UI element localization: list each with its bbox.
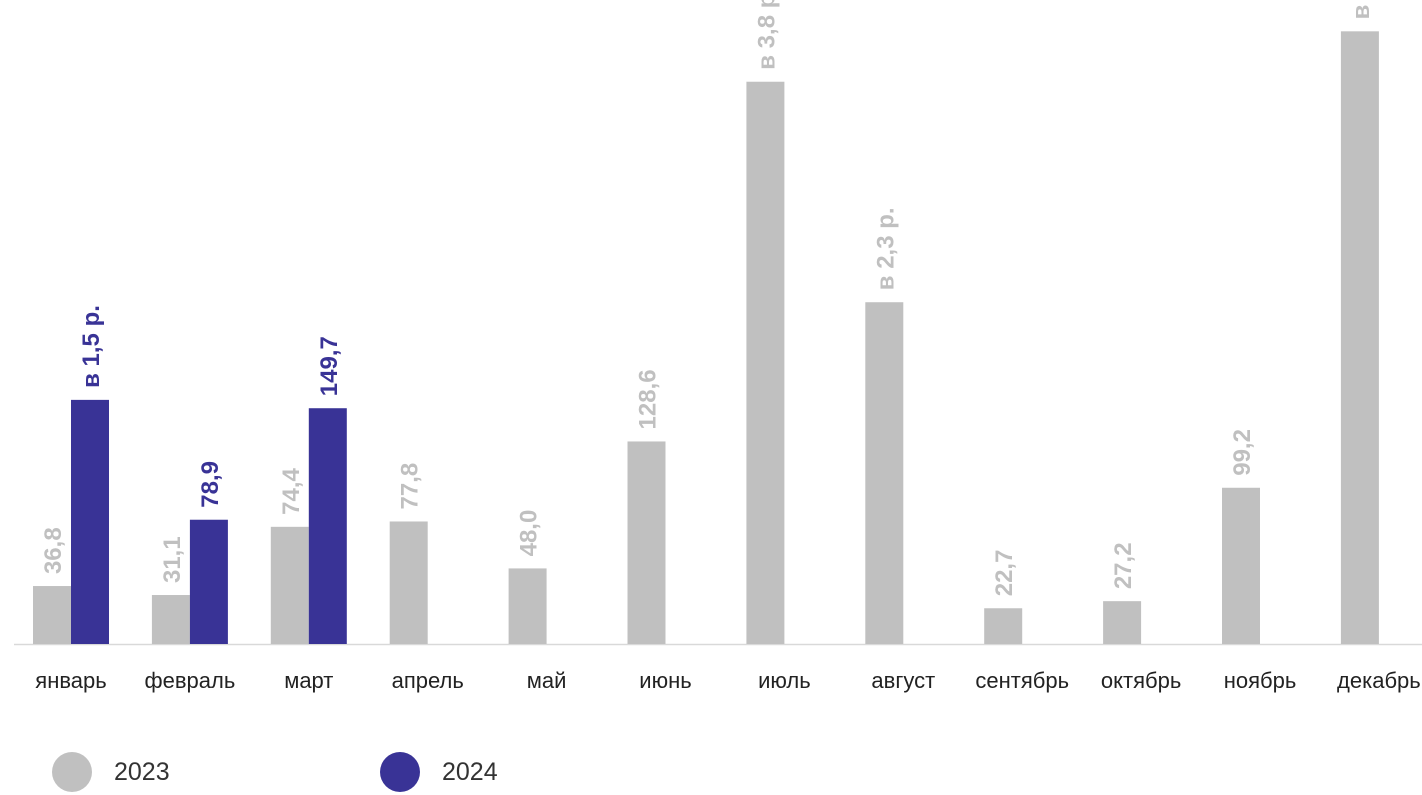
bar-2024-март [308, 408, 347, 644]
data-label-2023: 22,7 [991, 550, 1018, 597]
bar-chart: январь 36,8 в 1,5 р. февраль 31,1 78,9 март 74,… [14, 0, 1422, 693]
category-label: октябрь [1101, 668, 1181, 693]
data-label-2023: 31,1 [159, 536, 186, 583]
bar-2023-август [865, 302, 904, 644]
category-label: декабрь [1337, 668, 1421, 693]
data-label-2023: в 3,8 р. [753, 0, 780, 70]
bar-2023-июль [746, 81, 785, 645]
data-label-2023: 77,8 [397, 463, 424, 510]
category-label: сентябрь [975, 668, 1069, 693]
category-label: июль [758, 668, 811, 693]
data-label-2024: 78,9 [197, 461, 224, 508]
bar-2023-декабрь [1340, 31, 1379, 644]
data-label-2023: в 2,3 р. [872, 207, 899, 290]
bar-2023-июнь [627, 441, 666, 644]
data-label-2023: в 4,2р. [1348, 0, 1375, 19]
bar-2024-январь [71, 399, 109, 644]
data-label-2023: 36,8 [40, 527, 67, 574]
data-label-2024: 149,7 [316, 336, 343, 396]
data-label-2023: 99,2 [1229, 429, 1256, 476]
data-label-2023: 74,4 [278, 467, 305, 514]
category-label: март [284, 668, 333, 693]
category-label: февраль [145, 668, 236, 693]
bar-2024-февраль [189, 519, 228, 644]
data-label-2023: 48,0 [516, 510, 543, 557]
legend: 2023 2024 [0, 752, 1422, 792]
bar-2023-октябрь [1103, 601, 1142, 644]
bar-2023-январь [33, 586, 71, 644]
bar-2023-март [270, 526, 309, 644]
data-label-2023: 27,2 [1110, 542, 1137, 589]
bar-2023-ноябрь [1222, 487, 1260, 644]
data-label-2023: 128,6 [635, 369, 662, 429]
legend-swatch-2024 [380, 752, 420, 792]
bar-2023-апрель [389, 521, 428, 644]
category-label: май [527, 668, 567, 693]
bar-2023-февраль [151, 595, 190, 644]
legend-label-2024: 2024 [442, 757, 498, 786]
category-label: апрель [392, 668, 464, 693]
legend-swatch-2023 [52, 752, 92, 792]
legend-item-2024: 2024 [380, 752, 498, 792]
legend-label-2023: 2023 [114, 757, 170, 786]
category-label: январь [35, 668, 106, 693]
bar-2023-сентябрь [984, 608, 1023, 644]
category-label: июнь [639, 668, 691, 693]
category-label: август [871, 668, 935, 693]
legend-item-2023: 2023 [52, 752, 170, 792]
bar-2023-май [508, 568, 547, 644]
data-label-2024: в 1,5 р. [78, 305, 105, 388]
category-label: ноябрь [1224, 668, 1297, 693]
